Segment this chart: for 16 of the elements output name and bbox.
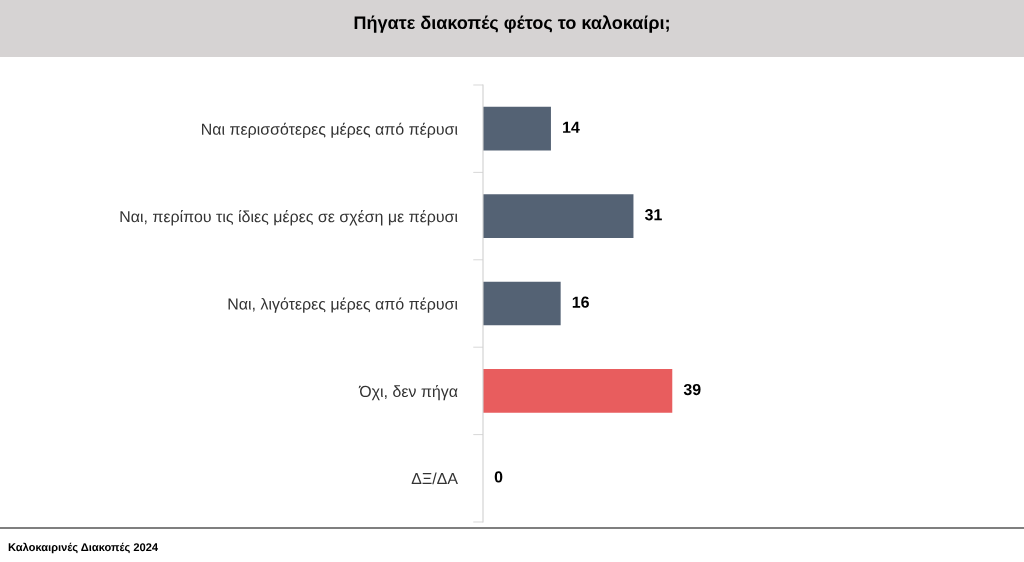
bar — [483, 106, 551, 151]
bar — [483, 281, 561, 326]
data-label: 39 — [683, 383, 701, 396]
data-label: 14 — [563, 121, 580, 133]
y-tick-label: ΔΞ/ΔΑ — [411, 472, 458, 485]
chart-title: Πήγατε διακοπές φέτος το καλοκαίρι; — [354, 15, 669, 33]
y-tick-label: Ναι, λιγότερες μέρες από πέρυσι — [228, 297, 458, 313]
data-label: 0 — [494, 471, 503, 483]
data-label: 31 — [644, 209, 662, 221]
text: Καλοκαιρινές Διακοπές 2024 — [8, 542, 159, 554]
bar — [483, 194, 634, 238]
y-tick-label: Ναι περισσότερες μέρες από πέρυσι — [202, 122, 458, 139]
y-tick-label: Όχι, δεν πήγα — [358, 384, 458, 401]
bar — [483, 369, 673, 413]
data-label: 16 — [572, 296, 589, 308]
y-tick-label: Ναι, περίπου τις ίδιες μέρες σε σχέση με πέρυσι — [120, 210, 458, 226]
